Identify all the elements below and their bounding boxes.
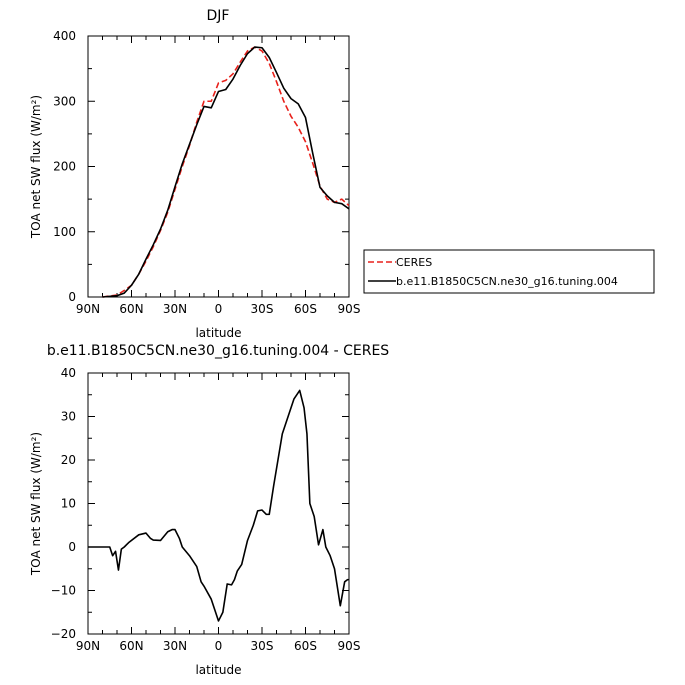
y-tick-label: 10 [61,497,76,511]
y-tick-label: 40 [61,366,76,380]
top-series-lines [102,46,350,298]
top-plot-frame [87,35,350,298]
legend-label-model: b.e11.B1850C5CN.ne30_g16.tuning.004 [396,275,618,288]
series-line-ceres [102,46,350,298]
x-tick-label: 0 [215,639,223,653]
series-line-difference [88,389,349,622]
y-tick-label: 0 [68,290,76,304]
y-tick-label: 300 [53,94,76,108]
y-tick-label: 30 [61,410,76,424]
x-tick-label: 90S [338,639,361,653]
x-tick-label: 90N [76,639,100,653]
y-tick-label: 400 [53,29,76,43]
x-tick-label: 30N [163,639,187,653]
x-tick-label: 90N [76,302,100,316]
bottom-x-axis-label: latitude [195,663,241,677]
x-tick-label: 30S [251,639,274,653]
top-ticks: 90N 60N 30N 0 30S 60S 90S 0 100 200 300 400 [53,29,360,316]
top-y-axis-label: TOA net SW flux (W/m²) [29,95,43,239]
bottom-chart-title: b.e11.B1850C5CN.ne30_g16.tuning.004 - CE… [47,343,389,359]
y-tick-label: 0 [68,540,76,554]
x-tick-label: 60N [119,302,143,316]
x-tick-label: 90S [338,302,361,316]
top-chart-title: DJF [207,8,230,24]
top-panel: DJF latitude TOA net SW flux (W/m²) 90N 6… [29,8,360,340]
legend-box [363,249,655,294]
bottom-ticks: 90N 60N 30N 0 30S 60S 90S −20 −10 0 10 20 30 40 [51,366,361,653]
x-tick-label: 0 [215,302,223,316]
legend-label-ceres: CERES [396,256,432,269]
legend: CERES b.e11.B1850C5CN.ne30_g16.tuning.00… [363,249,655,294]
y-tick-label: −10 [51,584,76,598]
bottom-panel: b.e11.B1850C5CN.ne30_g16.tuning.004 - CE… [29,343,389,677]
x-tick-label: 60N [119,639,143,653]
y-tick-label: 100 [53,225,76,239]
y-tick-label: −20 [51,627,76,641]
x-tick-label: 30S [251,302,274,316]
y-tick-label: 200 [53,160,76,174]
series-line-model [102,46,350,298]
x-tick-label: 30N [163,302,187,316]
x-tick-label: 60S [294,302,317,316]
y-tick-label: 20 [61,453,76,467]
bottom-y-axis-label: TOA net SW flux (W/m²) [29,432,43,576]
x-tick-label: 60S [294,639,317,653]
top-x-axis-label: latitude [195,326,241,340]
bottom-series-lines [88,389,349,622]
